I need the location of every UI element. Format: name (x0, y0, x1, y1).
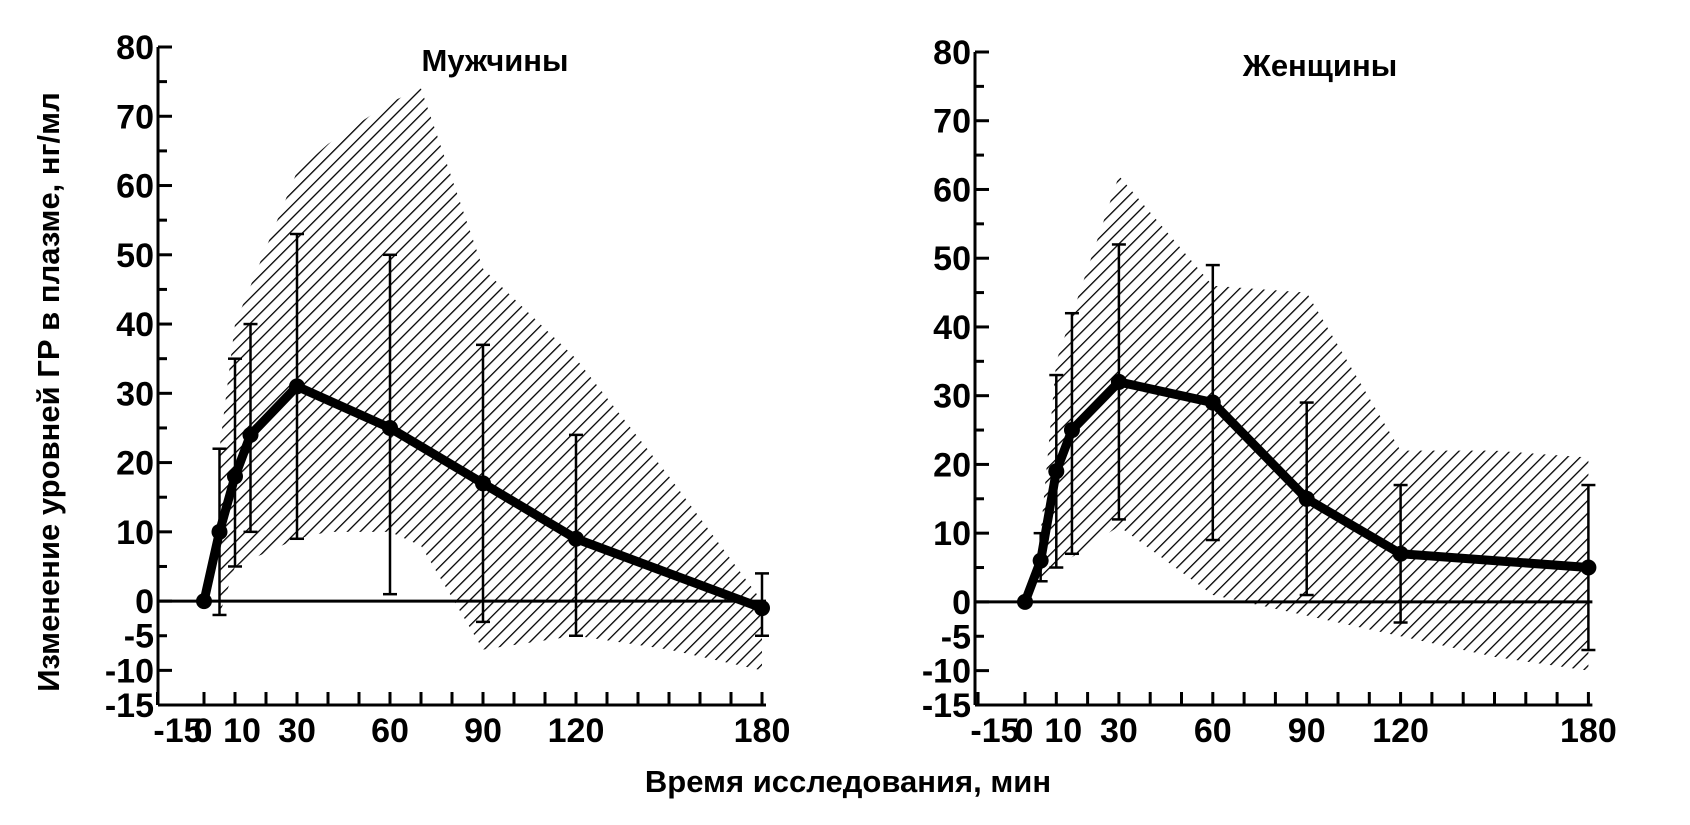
chart-men-y-tick-label: 60 (116, 168, 154, 206)
chart-women-y-tick-label: -10 (922, 653, 971, 691)
chart-men-data-point (568, 530, 584, 547)
chart-men-x-tick-label: 0 (194, 712, 213, 750)
chart-women-data-point (1298, 490, 1315, 507)
chart-men-y-tick-label: 70 (116, 98, 154, 136)
chart-men-x-tick-label: -15 (153, 712, 202, 750)
chart-women-y-tick-label: 50 (933, 240, 971, 278)
chart-men-y-tick-label: 80 (116, 29, 154, 67)
chart-men-x-tick-label: 30 (278, 712, 316, 750)
chart-men-y-tick-label: -5 (124, 618, 154, 656)
chart-men-y-tick-label: 20 (116, 445, 154, 483)
chart-men-y-tick-label: 10 (116, 514, 154, 552)
chart-women-range-band (1040, 175, 1589, 671)
chart-women-x-tick-label: 0 (1015, 712, 1034, 750)
chart-men-data-point (382, 419, 398, 436)
chart-women-x-tick-label: 180 (1560, 712, 1617, 750)
chart-men-data-point (754, 600, 770, 617)
chart-women-data-point (1392, 545, 1409, 562)
chart-men-y-tick-label: 30 (116, 375, 154, 413)
chart-women-y-tick-label: -5 (941, 618, 971, 656)
chart-men-x-tick-label: 90 (464, 712, 502, 750)
chart-men-range-band (219, 88, 762, 671)
chart-men-data-point (289, 378, 305, 395)
chart-women-data-point (1063, 422, 1080, 439)
chart-women-x-tick-label: 90 (1288, 712, 1326, 750)
chart-women-x-tick-label: -15 (970, 712, 1019, 750)
chart-women-data-point (1204, 394, 1221, 411)
chart-women-x-tick-label: 60 (1194, 712, 1232, 750)
chart-men-y-tick-label: 40 (116, 306, 154, 344)
chart-women-x-tick-label: 120 (1372, 712, 1429, 750)
chart-women-data-point (1032, 552, 1049, 569)
chart-women-y-tick-label: 30 (933, 378, 971, 416)
x-axis-label: Время исследования, мин (645, 764, 1051, 799)
chart-women-y-tick-label: 10 (933, 515, 971, 553)
chart-men-y-tick-label: -15 (105, 687, 154, 725)
chart-women-data-point (1017, 593, 1033, 610)
chart-women-y-tick-label: 70 (933, 103, 971, 141)
chart-men-data-point (242, 426, 259, 443)
chart-men-x-tick-label: 180 (734, 712, 791, 750)
chart-men-y-tick-label: -10 (105, 652, 154, 690)
chart-men-data-point (475, 475, 491, 492)
chart-men-x-tick-label: 10 (223, 712, 261, 750)
chart-women-x-tick-label: 30 (1100, 712, 1138, 750)
chart-men-data-point (227, 468, 243, 485)
chart-men-x-tick-label: 60 (371, 712, 409, 750)
chart-women-data-point (1048, 463, 1065, 480)
chart-women-title: Женщины (1242, 48, 1397, 83)
chart-women-data-point (1110, 373, 1127, 390)
y-axis-label: Изменение уровней ГР в плазме, нг/мл (31, 92, 66, 692)
chart-women-y-tick-label: -15 (922, 687, 971, 725)
chart-women-x-tick-label: 10 (1044, 712, 1082, 750)
chart-women-y-tick-label: 60 (933, 171, 971, 209)
chart-women-y-tick-label: 80 (933, 34, 971, 72)
chart-men-title: Мужчины (422, 43, 569, 78)
chart-men-data-point (196, 593, 212, 610)
chart-men-data-point (211, 523, 228, 540)
chart-women-y-tick-label: 0 (952, 584, 971, 622)
chart-men-y-tick-label: 0 (135, 583, 154, 621)
chart-men-y-tick-label: 50 (116, 237, 154, 275)
chart-women-y-tick-label: 40 (933, 309, 971, 347)
chart-women-data-point (1580, 559, 1597, 576)
chart-women-y-tick-label: 20 (933, 446, 971, 484)
chart-men-x-tick-label: 120 (548, 712, 605, 750)
